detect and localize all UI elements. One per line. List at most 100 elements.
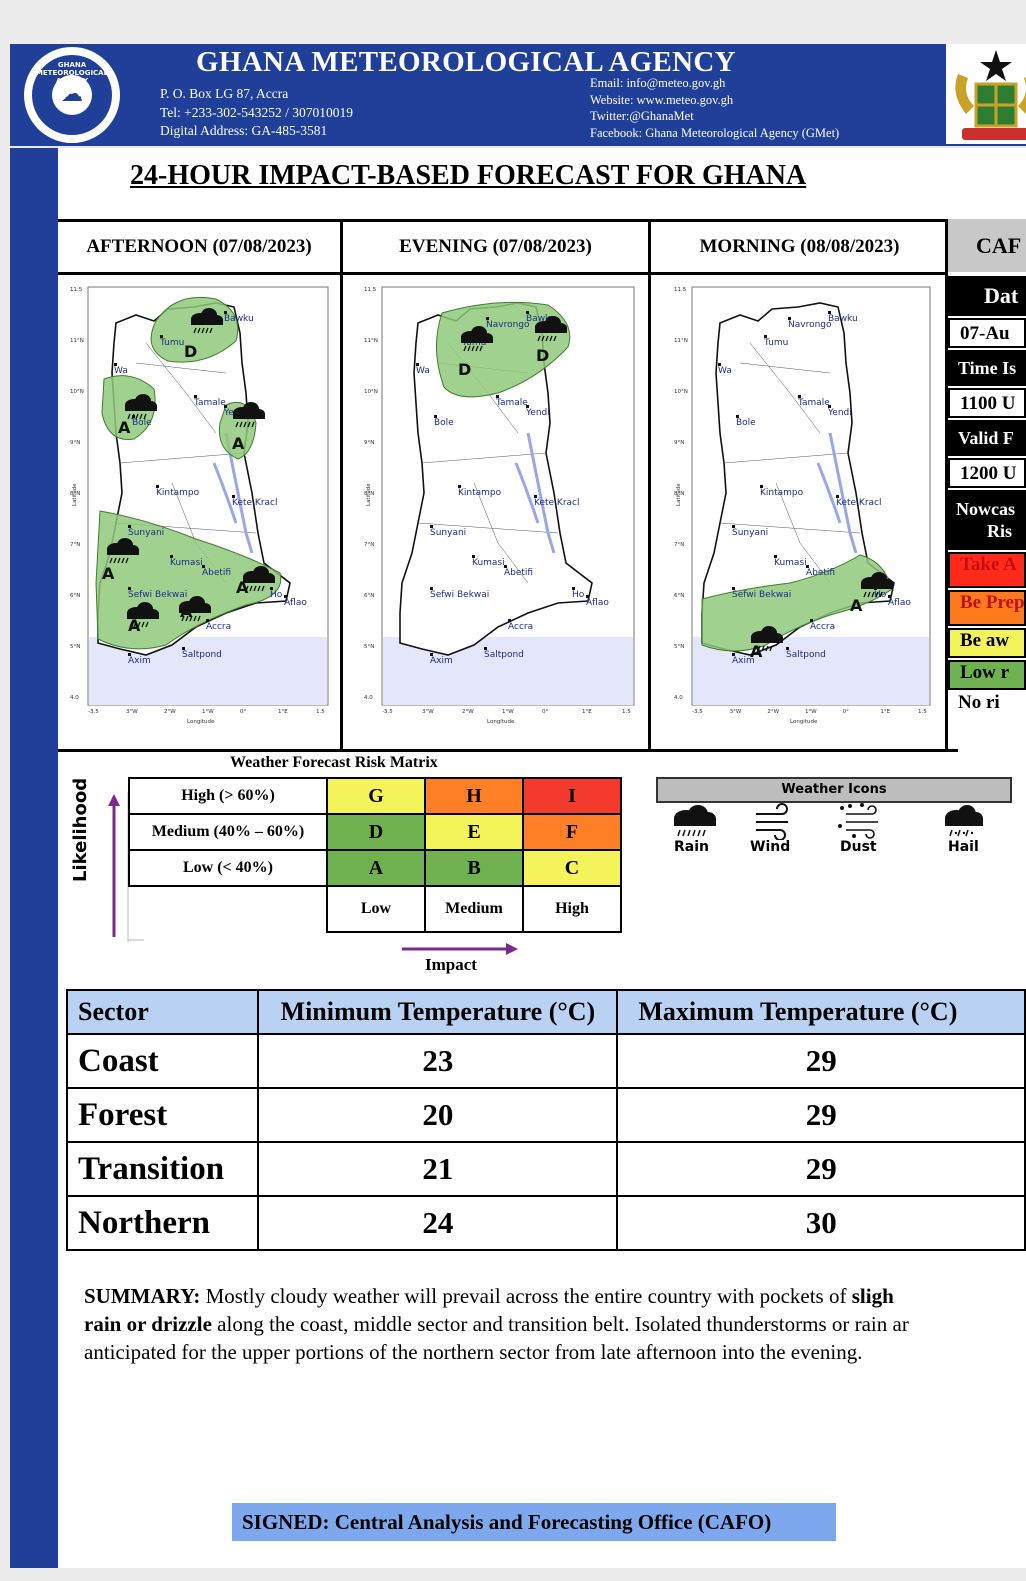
rain-streaks [109, 557, 129, 564]
cap-risk-level: Low r [948, 660, 1026, 690]
risk-area [701, 554, 893, 652]
cap-risk-level: Be aw [948, 628, 1026, 658]
x-tick-label: 2°W [767, 709, 779, 715]
sector-cell: Transition [65, 1141, 260, 1197]
town-label: Aflao [586, 598, 609, 608]
rain-cloud-icon [461, 326, 493, 352]
town-label: Sunyani [732, 528, 768, 538]
town-label: Kintampo [156, 488, 200, 498]
weather-icons-title: Weather Icons [656, 777, 1012, 803]
region-borders [115, 342, 257, 584]
town-label: Abetifi [202, 568, 231, 578]
rain-label: Rain [674, 839, 709, 855]
x-tick-label: 1°W [502, 709, 514, 715]
town-marker [534, 495, 537, 498]
town-marker [736, 415, 739, 418]
sector-cell: Forest [65, 1087, 260, 1143]
x-axis-label: Longitude [187, 719, 215, 725]
sector-cell: Northern [65, 1195, 260, 1251]
coat-of-arms-icon [955, 50, 1026, 140]
town-marker [732, 525, 735, 528]
rain-icon [674, 805, 716, 837]
temperature-table-header: Sector Minimum Temperature (°C) Maximum … [65, 989, 1026, 1035]
x-tick-label: 2°W [164, 709, 176, 715]
town-marker [798, 395, 801, 398]
facebook-link[interactable]: Facebook: Ghana Meteorological Agency (G… [590, 126, 840, 140]
cap-nowcast-label: Nowcas Ris [948, 490, 1026, 550]
risk-cell: A [326, 849, 426, 887]
town-label: Bole [132, 418, 152, 428]
town-label: Yendi [525, 408, 550, 418]
town-marker [718, 363, 721, 366]
y-tick-label: 9°N [70, 440, 80, 446]
town-marker [270, 587, 273, 590]
dust-icon [837, 802, 878, 839]
email-link[interactable]: Email: info@meteo.gov.gh [590, 76, 726, 90]
risk-cell: C [522, 849, 622, 887]
town-label: Accra [810, 622, 835, 632]
period-header-afternoon: AFTERNOON (07/08/2023) [58, 219, 340, 275]
town-label: Bawku [828, 314, 858, 324]
dust-label: Dust [840, 839, 877, 855]
town-marker [430, 587, 433, 590]
town-marker [828, 405, 831, 408]
x-tick-label: 1.5 [918, 709, 927, 715]
wind-label: Wind [750, 839, 791, 855]
rain-cloud-icon [191, 308, 223, 334]
risk-cell: D [326, 813, 426, 851]
y-tick-label: 10°N [364, 389, 378, 395]
town-label: Axim [732, 656, 755, 666]
town-marker [128, 653, 131, 656]
town-marker [760, 485, 763, 488]
town-marker [156, 485, 159, 488]
town-label: Wa [718, 366, 732, 376]
left-blue-bar [10, 44, 58, 1568]
town-label: Sunyani [430, 528, 466, 538]
town-marker [202, 565, 205, 568]
cloud-part [243, 577, 275, 583]
town-label: Kete Kracl [836, 498, 881, 508]
cloud-part [233, 413, 265, 419]
town-marker [586, 595, 589, 598]
x-axis-label: Longitude [487, 719, 515, 725]
town-label: Tumu [159, 338, 184, 348]
town-label: Navrongo [486, 320, 530, 330]
town-label: Saltpond [786, 650, 826, 660]
header-max-temp: Maximum Temperature (°C) [616, 989, 1026, 1035]
forecast-summary: SUMMARY: Mostly cloudy weather will prev… [84, 1282, 1026, 1366]
x-tick-label: -3.5 [88, 709, 99, 715]
wind-icon [756, 803, 788, 840]
town-marker [458, 485, 461, 488]
rain-cloud-icon [535, 316, 567, 342]
signed-banner: SIGNED: Central Analysis and Forecasting… [232, 1503, 836, 1541]
max-temp-cell: 29 [616, 1141, 1026, 1197]
risk-cell: B [424, 849, 524, 887]
town-label: Abetifi [806, 568, 835, 578]
town-marker [774, 555, 777, 558]
rain-streaks [127, 413, 147, 420]
town-label: Bawku [224, 314, 254, 324]
rain-cloud-icon [751, 626, 783, 652]
x-tick-label: 0° [542, 709, 548, 715]
town-marker [496, 395, 499, 398]
website-link[interactable]: Website: www.meteo.gov.gh [590, 93, 734, 107]
twitter-link[interactable]: Twitter:@GhanaMet [590, 109, 694, 123]
cap-date-value: 07-Au [948, 318, 1026, 348]
coat-of-arms [946, 44, 1026, 144]
town-label: Yendi [827, 408, 852, 418]
town-marker [182, 647, 185, 650]
risk-cell: F [522, 813, 622, 851]
town-marker [572, 587, 575, 590]
impact-axis-label: Impact [425, 955, 477, 974]
cloud-part [461, 337, 493, 343]
town-marker [160, 335, 163, 338]
town-marker [484, 647, 487, 650]
max-temp-cell: 29 [616, 1087, 1026, 1143]
risk-letter: A [850, 596, 863, 615]
max-temp-cell: 30 [616, 1195, 1026, 1251]
town-label: Axim [128, 656, 151, 666]
cap-nowcast-line2: Ris [987, 521, 1013, 541]
max-temp-cell: 29 [616, 1033, 1026, 1089]
likelihood-arrow [108, 792, 144, 942]
